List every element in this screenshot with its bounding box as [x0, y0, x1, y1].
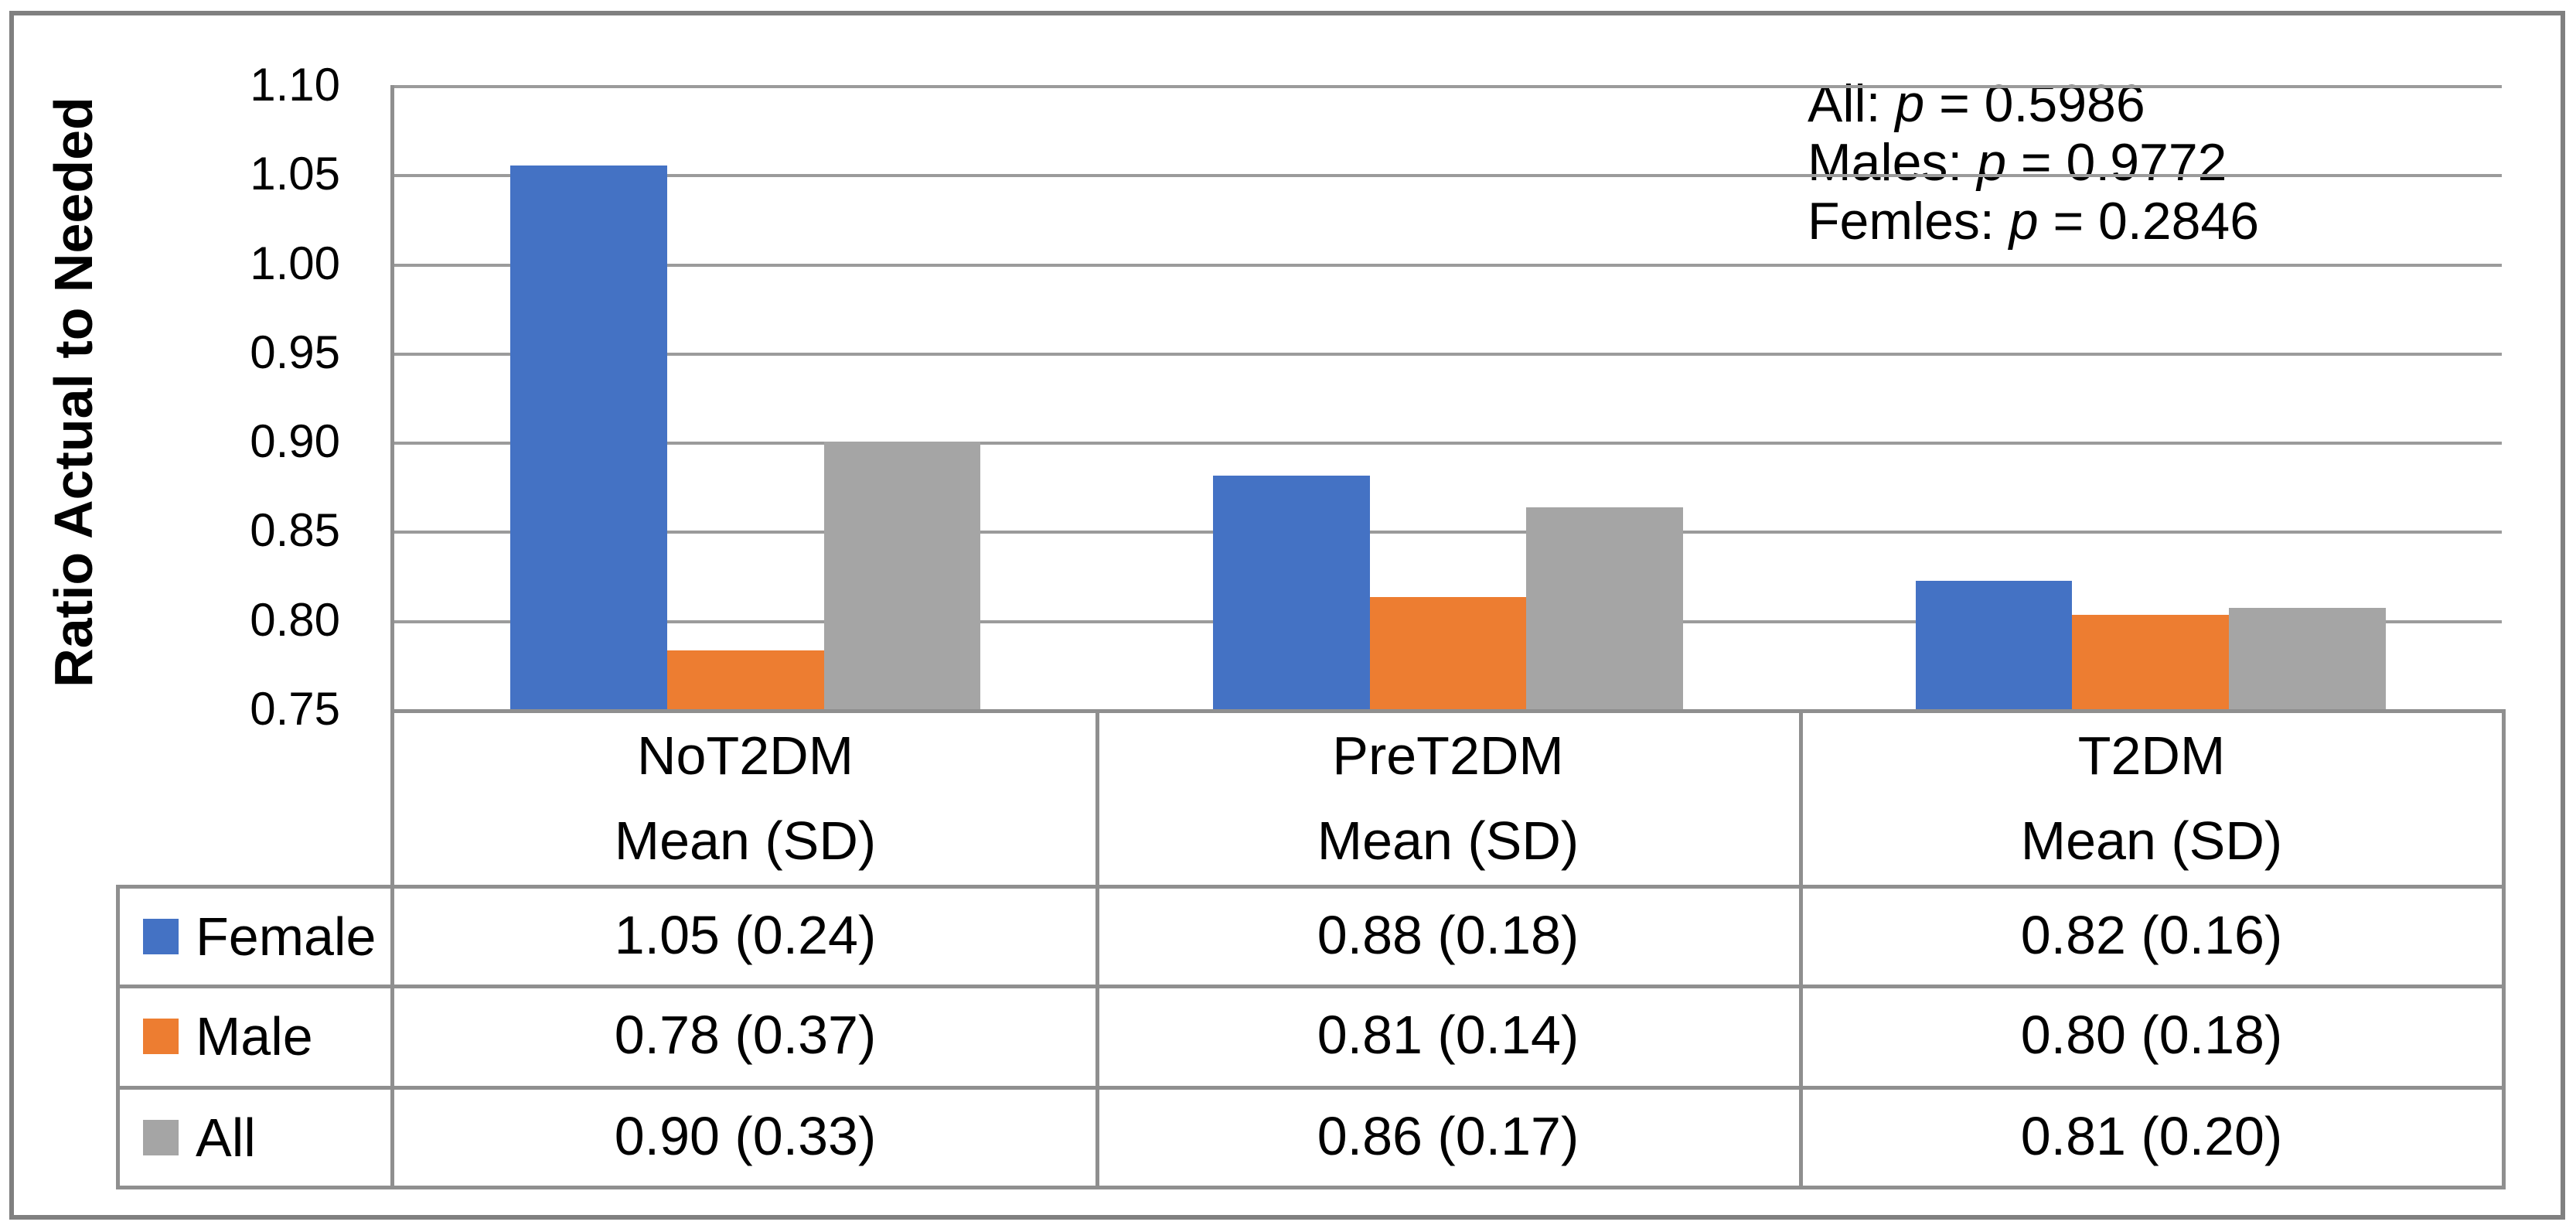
- legend-label: Female: [196, 906, 377, 967]
- p-value-line-females: Femles: p = 0.2846: [1808, 192, 2259, 251]
- y-axis-title: Ratio Actual to Needed: [43, 97, 104, 688]
- bar-group-not2dm: [394, 85, 1097, 709]
- p-all-prefix: All:: [1808, 74, 1896, 133]
- category-subheader: Mean (SD): [2020, 811, 2283, 871]
- gridline-0.95: [394, 353, 2502, 356]
- table-cell-female-not2dm: 1.05 (0.24): [614, 904, 877, 965]
- legend-swatch-female: [143, 919, 179, 954]
- table-header-not2dm: NoT2DM Mean (SD): [394, 713, 1096, 885]
- p-symbol: p: [2009, 192, 2039, 251]
- y-tick-label: 0.95: [250, 326, 340, 378]
- table-border-v: [1095, 709, 1099, 1189]
- y-tick-label: 0.75: [250, 683, 340, 735]
- legend-label: All: [196, 1107, 256, 1168]
- table-cell-all-pret2dm: 0.86 (0.17): [1317, 1105, 1579, 1166]
- table-cell-male-not2dm: 0.78 (0.37): [614, 1004, 877, 1065]
- bar-all-t2dm: [2228, 607, 2386, 709]
- legend-item-female: Female: [120, 889, 390, 985]
- bar-female-not2dm: [510, 165, 668, 709]
- legend-item-male: Male: [120, 988, 390, 1084]
- p-value-line-males: Males: p = 0.9772: [1808, 133, 2259, 192]
- table-border-v: [390, 709, 394, 1189]
- y-tick-label: 1.05: [250, 148, 340, 200]
- bar-male-t2dm: [2072, 614, 2229, 709]
- y-tick-label: 0.90: [250, 415, 340, 467]
- y-tick-label: 0.80: [250, 594, 340, 646]
- p-symbol: p: [1977, 133, 2007, 192]
- bar-all-pret2dm: [1526, 507, 1683, 709]
- legend-label: Male: [196, 1006, 313, 1066]
- bar-group-pret2dm: [1097, 85, 1800, 709]
- p-value-annotation: All: p = 0.5986 Males: p = 0.9772 Femles…: [1808, 74, 2259, 251]
- category-subheader: Mean (SD): [614, 811, 877, 871]
- table-border-h: [116, 985, 2506, 988]
- table-cell-female-t2dm: 0.82 (0.16): [2020, 904, 2283, 965]
- table-border-v: [116, 885, 120, 1189]
- p-value-line-all: All: p = 0.5986: [1808, 74, 2259, 133]
- table-header-pret2dm: PreT2DM Mean (SD): [1097, 713, 1799, 885]
- table-border-h: [116, 885, 2506, 889]
- table-cell-all-t2dm: 0.81 (0.20): [2020, 1105, 2283, 1166]
- category-label: T2DM: [2077, 725, 2226, 786]
- legend-swatch-male: [143, 1019, 179, 1054]
- bar-group-t2dm: [1799, 85, 2502, 709]
- y-tick-label: 1.10: [250, 59, 340, 111]
- y-axis-line: [390, 85, 394, 713]
- table-cell-male-pret2dm: 0.81 (0.14): [1317, 1004, 1579, 1065]
- p-males-value: = 0.9772: [2006, 133, 2227, 192]
- p-all-value: = 0.5986: [1924, 74, 2145, 133]
- p-males-prefix: Males:: [1808, 133, 1978, 192]
- p-females-prefix: Femles:: [1808, 192, 2009, 251]
- chart-outer-border: [9, 11, 2565, 1220]
- legend-item-all: All: [120, 1090, 390, 1186]
- table-border-v: [1799, 709, 1803, 1189]
- y-tick-label: 1.00: [250, 237, 340, 289]
- gridline-0.90: [394, 442, 2502, 445]
- bar-all-not2dm: [823, 442, 981, 709]
- gridline-0.85: [394, 531, 2502, 534]
- table-border-v: [2502, 709, 2506, 1189]
- table-cell-female-pret2dm: 0.88 (0.18): [1317, 904, 1579, 965]
- legend-swatch-all: [143, 1120, 179, 1155]
- p-symbol: p: [1895, 74, 1925, 133]
- gridline-1.05: [394, 174, 2502, 177]
- table-border-h: [116, 1186, 2506, 1189]
- plot-bars: [394, 85, 2502, 709]
- table-cell-male-t2dm: 0.80 (0.18): [2020, 1004, 2283, 1065]
- table-cell-all-not2dm: 0.90 (0.33): [614, 1105, 877, 1166]
- bar-male-not2dm: [667, 650, 824, 709]
- category-label: NoT2DM: [636, 725, 854, 786]
- category-subheader: Mean (SD): [1317, 811, 1579, 871]
- bar-male-pret2dm: [1369, 596, 1527, 709]
- y-tick-label: 0.85: [250, 504, 340, 556]
- gridline-1.10: [394, 85, 2502, 88]
- table-header-t2dm: T2DM Mean (SD): [1801, 713, 2503, 885]
- bar-female-pret2dm: [1213, 475, 1370, 709]
- table-border-h: [116, 1086, 2506, 1090]
- gridline-1.00: [394, 264, 2502, 267]
- category-label: PreT2DM: [1332, 725, 1564, 786]
- bar-female-t2dm: [1915, 581, 2073, 709]
- x-axis-line: [390, 709, 2506, 713]
- p-females-value: = 0.2846: [2038, 192, 2260, 251]
